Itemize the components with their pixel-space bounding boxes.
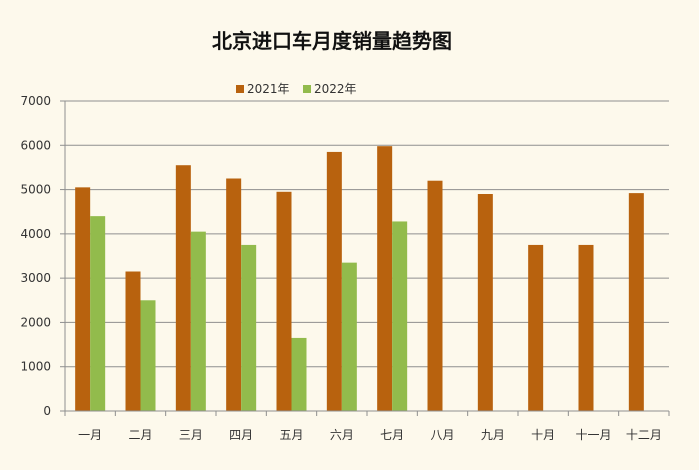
x-tick-label: 十二月 xyxy=(626,428,662,442)
bar-2021年-二月 xyxy=(125,271,141,411)
x-tick-label: 六月 xyxy=(330,428,354,442)
bar-2022年-七月 xyxy=(392,221,408,411)
chart-title: 北京进口车月度销量趋势图 xyxy=(212,29,452,53)
x-tick-label: 十一月 xyxy=(575,428,611,442)
x-tick-label: 二月 xyxy=(128,428,152,442)
x-tick-label: 八月 xyxy=(430,428,454,442)
y-tick-label: 7000 xyxy=(20,94,51,108)
bar-2021年-五月 xyxy=(276,191,292,411)
gridlines xyxy=(65,100,669,412)
bar-2022年-三月 xyxy=(190,231,206,411)
y-tick-label: 3000 xyxy=(20,271,51,285)
bar-2021年-八月 xyxy=(427,180,443,411)
x-tick-label: 一月 xyxy=(78,428,102,442)
x-tick-label: 十月 xyxy=(531,428,555,442)
bar-2021年-七月 xyxy=(377,146,393,411)
bar-2021年-三月 xyxy=(175,165,191,411)
bar-2021年-九月 xyxy=(477,194,493,411)
x-tick-label: 五月 xyxy=(279,428,303,442)
legend-label-2021: 2021年 xyxy=(247,82,290,96)
bar-2021年-十月 xyxy=(528,244,544,411)
x-tick-label: 四月 xyxy=(229,428,253,442)
bar-2022年-二月 xyxy=(140,300,156,411)
legend-swatch-2022 xyxy=(303,85,311,93)
bars xyxy=(75,146,644,411)
legend-label-2022: 2022年 xyxy=(314,82,357,96)
x-axis-ticks: 一月 二月 三月 四月 五月 六月 七月 八月 九月 十月 十一月 十二月 xyxy=(64,410,670,442)
bar-2022年-六月 xyxy=(341,262,357,411)
bar-2021年-六月 xyxy=(326,151,342,411)
x-tick-label: 三月 xyxy=(179,428,203,442)
bar-2022年-五月 xyxy=(291,337,307,411)
x-tick-label: 七月 xyxy=(380,428,404,442)
y-tick-label: 4000 xyxy=(20,227,51,241)
bar-2021年-十二月 xyxy=(628,193,644,411)
y-axis-ticks: 0 1000 2000 3000 4000 5000 6000 7000 xyxy=(20,94,66,418)
y-tick-label: 5000 xyxy=(20,183,51,197)
bar-2021年-十一月 xyxy=(578,244,594,411)
x-tick-label: 九月 xyxy=(481,428,505,442)
y-tick-label: 2000 xyxy=(20,315,51,329)
bar-2022年-四月 xyxy=(241,244,257,411)
legend-swatch-2021 xyxy=(236,85,244,93)
legend: 2021年 2022年 xyxy=(236,82,357,96)
y-tick-label: 6000 xyxy=(20,138,51,152)
bar-2021年-四月 xyxy=(226,178,242,411)
bar-2022年-一月 xyxy=(90,216,106,411)
y-tick-label: 1000 xyxy=(20,360,51,374)
y-tick-label: 0 xyxy=(43,404,51,418)
bar-2021年-一月 xyxy=(75,187,91,411)
